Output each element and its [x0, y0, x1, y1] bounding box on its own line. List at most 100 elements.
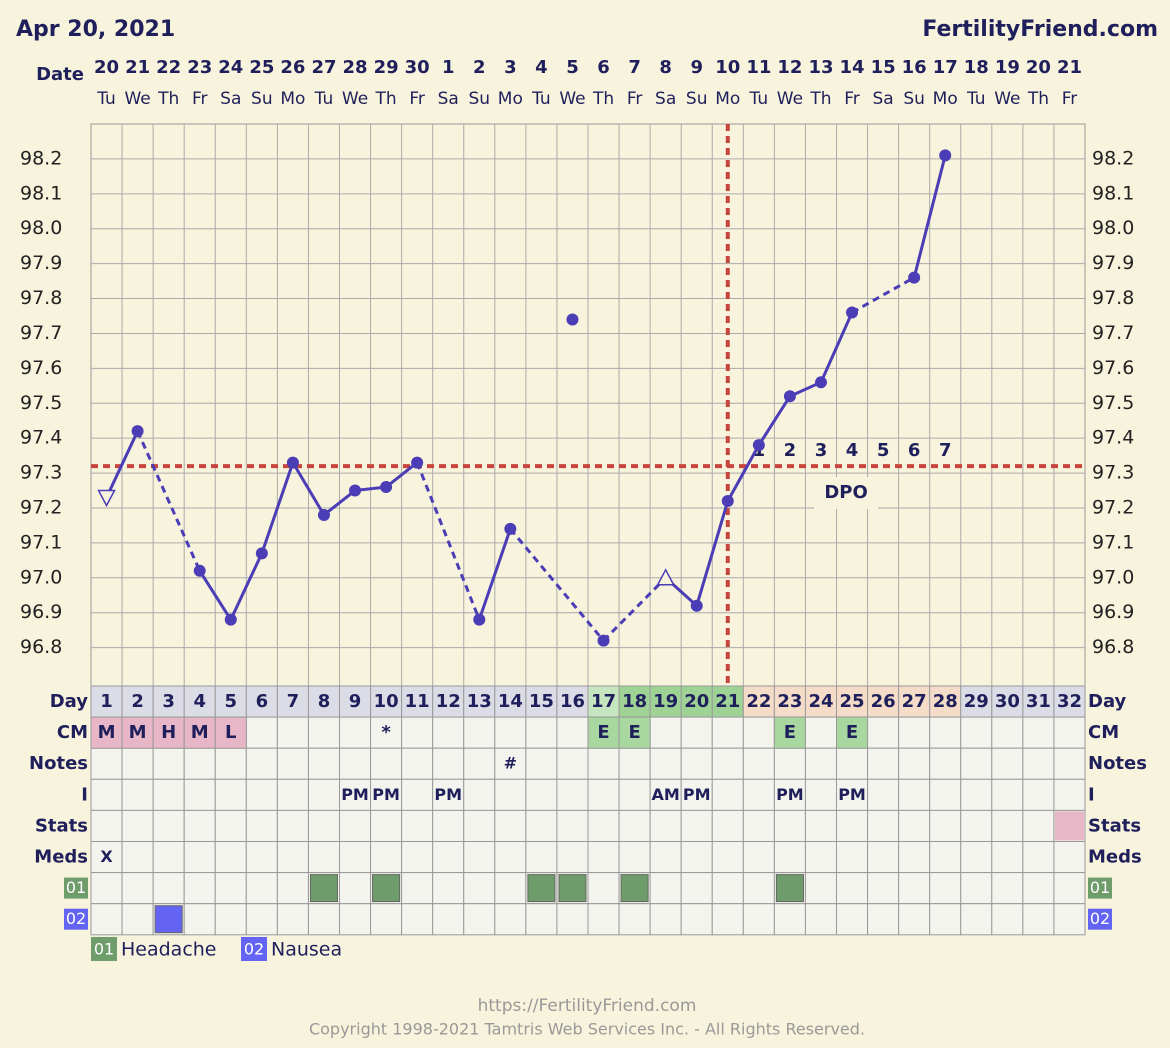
table-cell [276, 716, 309, 749]
symptom-cell [154, 905, 183, 934]
table-cell [245, 903, 278, 936]
weekday: Tu [96, 89, 116, 109]
table-cell [898, 903, 931, 936]
weekday: We [559, 89, 585, 109]
table-cell [1022, 747, 1055, 780]
row-label: Notes [29, 753, 88, 774]
date-number: 22 [156, 57, 181, 78]
table-cell [463, 716, 496, 749]
date-number: 14 [840, 57, 865, 78]
table-cell [214, 809, 247, 843]
temp-segment [602, 576, 667, 642]
temp-segment [757, 395, 792, 446]
table-cell [276, 747, 309, 780]
table-cell [898, 716, 931, 749]
cycle-day: 10 [374, 691, 399, 712]
cm-value: H [161, 722, 176, 743]
weekday: Sa [655, 89, 676, 109]
table-cell [494, 778, 527, 811]
table-cell [183, 841, 216, 874]
table-cell [773, 778, 806, 811]
temp-point [411, 456, 424, 469]
y-tick-label-right: 97.4 [1092, 427, 1134, 449]
cycle-day: 12 [436, 691, 461, 712]
dpo-number: 2 [784, 440, 797, 461]
table-cell [214, 872, 247, 905]
table-cell [898, 778, 931, 811]
temp-point [317, 508, 330, 521]
temp-point [193, 564, 206, 577]
date-number: 30 [405, 57, 430, 78]
table-cell [339, 872, 372, 905]
temp-point [286, 456, 299, 469]
table-cell [898, 685, 931, 718]
cycle-day: 11 [405, 691, 430, 712]
table-cell [525, 841, 558, 874]
row-label: Stats [35, 815, 88, 836]
table-cell [556, 903, 589, 936]
weekday: Su [468, 89, 490, 109]
table-cell [587, 747, 620, 780]
table-cell [463, 872, 496, 905]
table-cell [556, 841, 589, 874]
cm-value: M [98, 722, 116, 743]
temp-segment [260, 462, 295, 554]
table-cell [1022, 809, 1055, 843]
weekday: Tu [749, 89, 769, 109]
table-cell [556, 747, 589, 780]
table-cell [245, 747, 278, 780]
table-cell [1053, 872, 1086, 905]
table-cell [276, 872, 309, 905]
table-cell [463, 841, 496, 874]
table-cell [121, 872, 154, 905]
table-cell [836, 841, 869, 874]
table-cell [370, 685, 403, 718]
table-cell [804, 747, 837, 780]
table-cell [991, 747, 1024, 780]
table-cell [711, 903, 744, 936]
table-cell [432, 903, 465, 936]
legend-name: Headache [121, 939, 217, 961]
table-cell [773, 841, 806, 874]
intercourse: PM [434, 785, 462, 804]
table-cell [276, 778, 309, 811]
table-cell [525, 903, 558, 936]
table-cell [370, 778, 403, 811]
table-cell [773, 685, 806, 718]
temp-segment [819, 311, 854, 383]
table-cell [401, 841, 434, 874]
dpo-box [814, 477, 879, 509]
weekday: Su [686, 89, 708, 109]
table-cell [121, 903, 154, 936]
temp-segment [415, 462, 481, 621]
table-cell [432, 841, 465, 874]
table-cell [711, 747, 744, 780]
table-cell [339, 716, 372, 749]
weekday: Tu [314, 89, 334, 109]
cycle-day: 30 [995, 691, 1020, 712]
table-cell [898, 747, 931, 780]
table-cell [401, 747, 434, 780]
table-cell [742, 778, 775, 811]
temp-segment [509, 527, 605, 642]
temp-point [939, 149, 952, 162]
cycle-day: 4 [193, 691, 206, 712]
cycle-day: 13 [467, 691, 492, 712]
date-number: 18 [964, 57, 989, 78]
temp-point [908, 271, 921, 284]
row-code-box [64, 877, 88, 899]
cycle-day: 17 [591, 691, 616, 712]
date-number: 8 [659, 57, 672, 78]
table-cell [121, 809, 154, 843]
table-cell [1053, 841, 1086, 874]
temp-segment [912, 155, 947, 278]
y-tick-label: 96.9 [20, 601, 62, 623]
table-cell [245, 809, 278, 843]
cycle-day: 29 [964, 691, 989, 712]
y-tick-label-right: 97.9 [1092, 252, 1134, 274]
y-tick-label: 96.8 [20, 636, 62, 658]
cm-value: E [784, 722, 796, 743]
table-cell [680, 716, 713, 749]
weekday: Mo [715, 89, 740, 109]
